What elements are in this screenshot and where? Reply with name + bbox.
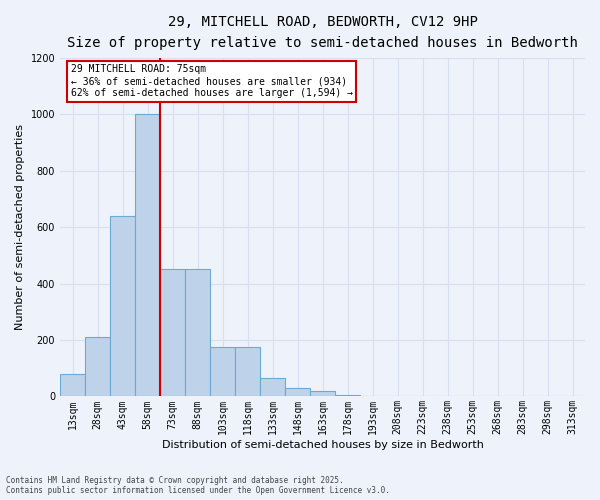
Text: Contains HM Land Registry data © Crown copyright and database right 2025.
Contai: Contains HM Land Registry data © Crown c… <box>6 476 390 495</box>
Bar <box>285 388 310 396</box>
Y-axis label: Number of semi-detached properties: Number of semi-detached properties <box>15 124 25 330</box>
Bar <box>110 216 135 396</box>
Bar <box>335 395 360 396</box>
Bar <box>235 347 260 397</box>
Bar <box>60 374 85 396</box>
Bar <box>85 337 110 396</box>
Bar <box>160 270 185 396</box>
Bar <box>260 378 285 396</box>
Text: 29 MITCHELL ROAD: 75sqm
← 36% of semi-detached houses are smaller (934)
62% of s: 29 MITCHELL ROAD: 75sqm ← 36% of semi-de… <box>71 64 353 98</box>
Bar <box>310 391 335 396</box>
Bar <box>185 270 210 396</box>
Bar <box>210 347 235 397</box>
Title: 29, MITCHELL ROAD, BEDWORTH, CV12 9HP
Size of property relative to semi-detached: 29, MITCHELL ROAD, BEDWORTH, CV12 9HP Si… <box>67 15 578 50</box>
X-axis label: Distribution of semi-detached houses by size in Bedworth: Distribution of semi-detached houses by … <box>161 440 484 450</box>
Bar <box>135 114 160 397</box>
